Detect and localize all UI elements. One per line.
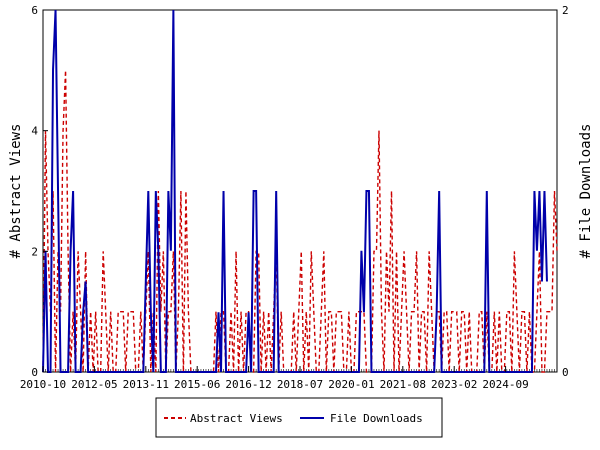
legend: Abstract Views File Downloads bbox=[155, 397, 443, 438]
left-tick-label: 6 bbox=[31, 4, 38, 17]
legend-label-file-downloads: File Downloads bbox=[330, 412, 423, 425]
left-axis-ticks: 0 2 4 6 bbox=[31, 4, 48, 379]
x-tick-label: 2024-09 bbox=[482, 378, 528, 391]
series-line-file-downloads bbox=[42, 9, 548, 373]
x-tick-label: 2016-12 bbox=[225, 378, 271, 391]
x-tick-label: 2020-01 bbox=[328, 378, 374, 391]
x-tick-label: 2023-02 bbox=[431, 378, 477, 391]
left-tick-label: 2 bbox=[31, 245, 38, 258]
plot-area bbox=[42, 9, 558, 373]
left-tick-label: 0 bbox=[31, 366, 38, 379]
x-tick-label: 2018-07 bbox=[277, 378, 323, 391]
right-tick-label: 2 bbox=[562, 4, 569, 17]
series-lines bbox=[42, 9, 558, 373]
right-axis-title: # File Downloads bbox=[578, 124, 594, 259]
x-tick-label: 2021-08 bbox=[380, 378, 426, 391]
x-axis-ticks: 2010-10 2012-05 2013-11 2015-06 2016-12 2018-… bbox=[20, 366, 529, 391]
x-tick-label: 2012-05 bbox=[71, 378, 117, 391]
right-axis-ticks: 02 bbox=[552, 4, 569, 379]
x-tick-label: 2013-11 bbox=[123, 378, 169, 391]
legend-label-abstract-views: Abstract Views bbox=[190, 412, 283, 425]
x-tick-label: 2015-06 bbox=[174, 378, 220, 391]
legend-box bbox=[155, 397, 443, 438]
left-axis-title: # Abstract Views bbox=[8, 124, 24, 259]
series-line-abstract-views bbox=[42, 70, 558, 373]
right-tick-label: 0 bbox=[562, 366, 569, 379]
left-tick-label: 4 bbox=[31, 125, 38, 138]
x-tick-label: 2010-10 bbox=[20, 378, 66, 391]
